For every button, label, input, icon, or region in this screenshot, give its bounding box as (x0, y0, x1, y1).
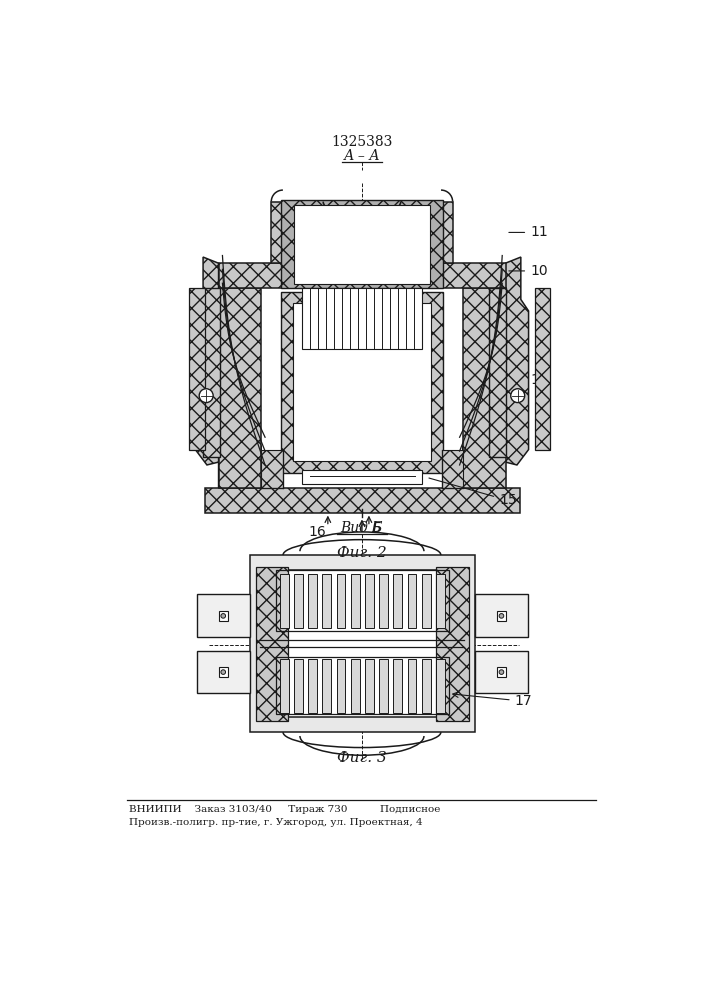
Bar (256, 567, 288, 721)
Bar (189, 288, 204, 450)
Text: Фиг. 3: Фиг. 3 (337, 751, 387, 765)
Bar (203, 288, 220, 457)
Bar (197, 594, 250, 637)
Bar (365, 659, 374, 713)
Bar (379, 659, 388, 713)
Bar (422, 574, 431, 628)
Text: Фиг. 2: Фиг. 2 (337, 546, 387, 560)
Bar (393, 574, 402, 628)
Bar (293, 205, 430, 284)
Bar (497, 611, 506, 620)
Bar (276, 657, 449, 714)
Bar (293, 303, 431, 461)
Text: 16: 16 (308, 525, 326, 539)
Bar (422, 659, 431, 713)
Text: 11: 11 (509, 225, 548, 239)
Bar (436, 659, 445, 713)
Bar (280, 659, 288, 713)
Bar (261, 450, 283, 488)
Bar (218, 288, 261, 488)
Bar (475, 594, 528, 637)
Bar (250, 555, 475, 732)
Bar (322, 574, 332, 628)
Text: А – А: А – А (344, 149, 380, 163)
Bar (218, 263, 506, 288)
Bar (351, 659, 360, 713)
Bar (303, 470, 422, 484)
Text: 17: 17 (452, 692, 532, 708)
Bar (365, 574, 374, 628)
Bar (408, 659, 416, 713)
Bar (294, 659, 303, 713)
Bar (281, 292, 443, 473)
Bar (337, 574, 346, 628)
Bar (260, 570, 464, 717)
Bar (337, 659, 346, 713)
Bar (308, 659, 317, 713)
Bar (281, 200, 443, 288)
Bar (276, 570, 449, 631)
Bar (442, 450, 464, 488)
Bar (204, 488, 520, 513)
Text: Вид Б: Вид Б (341, 521, 383, 535)
Polygon shape (462, 257, 529, 488)
Bar (197, 651, 250, 693)
Circle shape (499, 670, 504, 674)
Bar (271, 202, 452, 263)
Bar (303, 288, 421, 349)
Bar (408, 574, 416, 628)
Polygon shape (195, 257, 261, 488)
Bar (464, 288, 506, 488)
Circle shape (510, 389, 525, 403)
Text: 12: 12 (527, 373, 548, 394)
Text: 10: 10 (509, 264, 548, 278)
Text: 1325383: 1325383 (332, 135, 392, 149)
Text: 15: 15 (429, 478, 517, 507)
Bar (351, 574, 360, 628)
Bar (322, 659, 332, 713)
Bar (497, 667, 506, 677)
Text: ВНИИПИ    Заказ 3103/40     Тираж 730          Подписное: ВНИИПИ Заказ 3103/40 Тираж 730 Подписное (129, 805, 440, 814)
Bar (534, 288, 550, 450)
Circle shape (221, 614, 226, 618)
Bar (436, 574, 445, 628)
Bar (218, 667, 228, 677)
Text: Б: Б (372, 521, 381, 535)
Bar (308, 574, 317, 628)
Text: Произв.-полигр. пр-тие, г. Ужгород, ул. Проектная, 4: Произв.-полигр. пр-тие, г. Ужгород, ул. … (129, 818, 422, 827)
Bar (393, 659, 402, 713)
Bar (280, 574, 288, 628)
Bar (436, 567, 469, 721)
Bar (218, 611, 228, 620)
Bar (379, 574, 388, 628)
Circle shape (499, 614, 504, 618)
Circle shape (199, 389, 213, 403)
Bar (294, 574, 303, 628)
Circle shape (221, 670, 226, 674)
Bar (475, 651, 528, 693)
Bar (489, 288, 506, 457)
